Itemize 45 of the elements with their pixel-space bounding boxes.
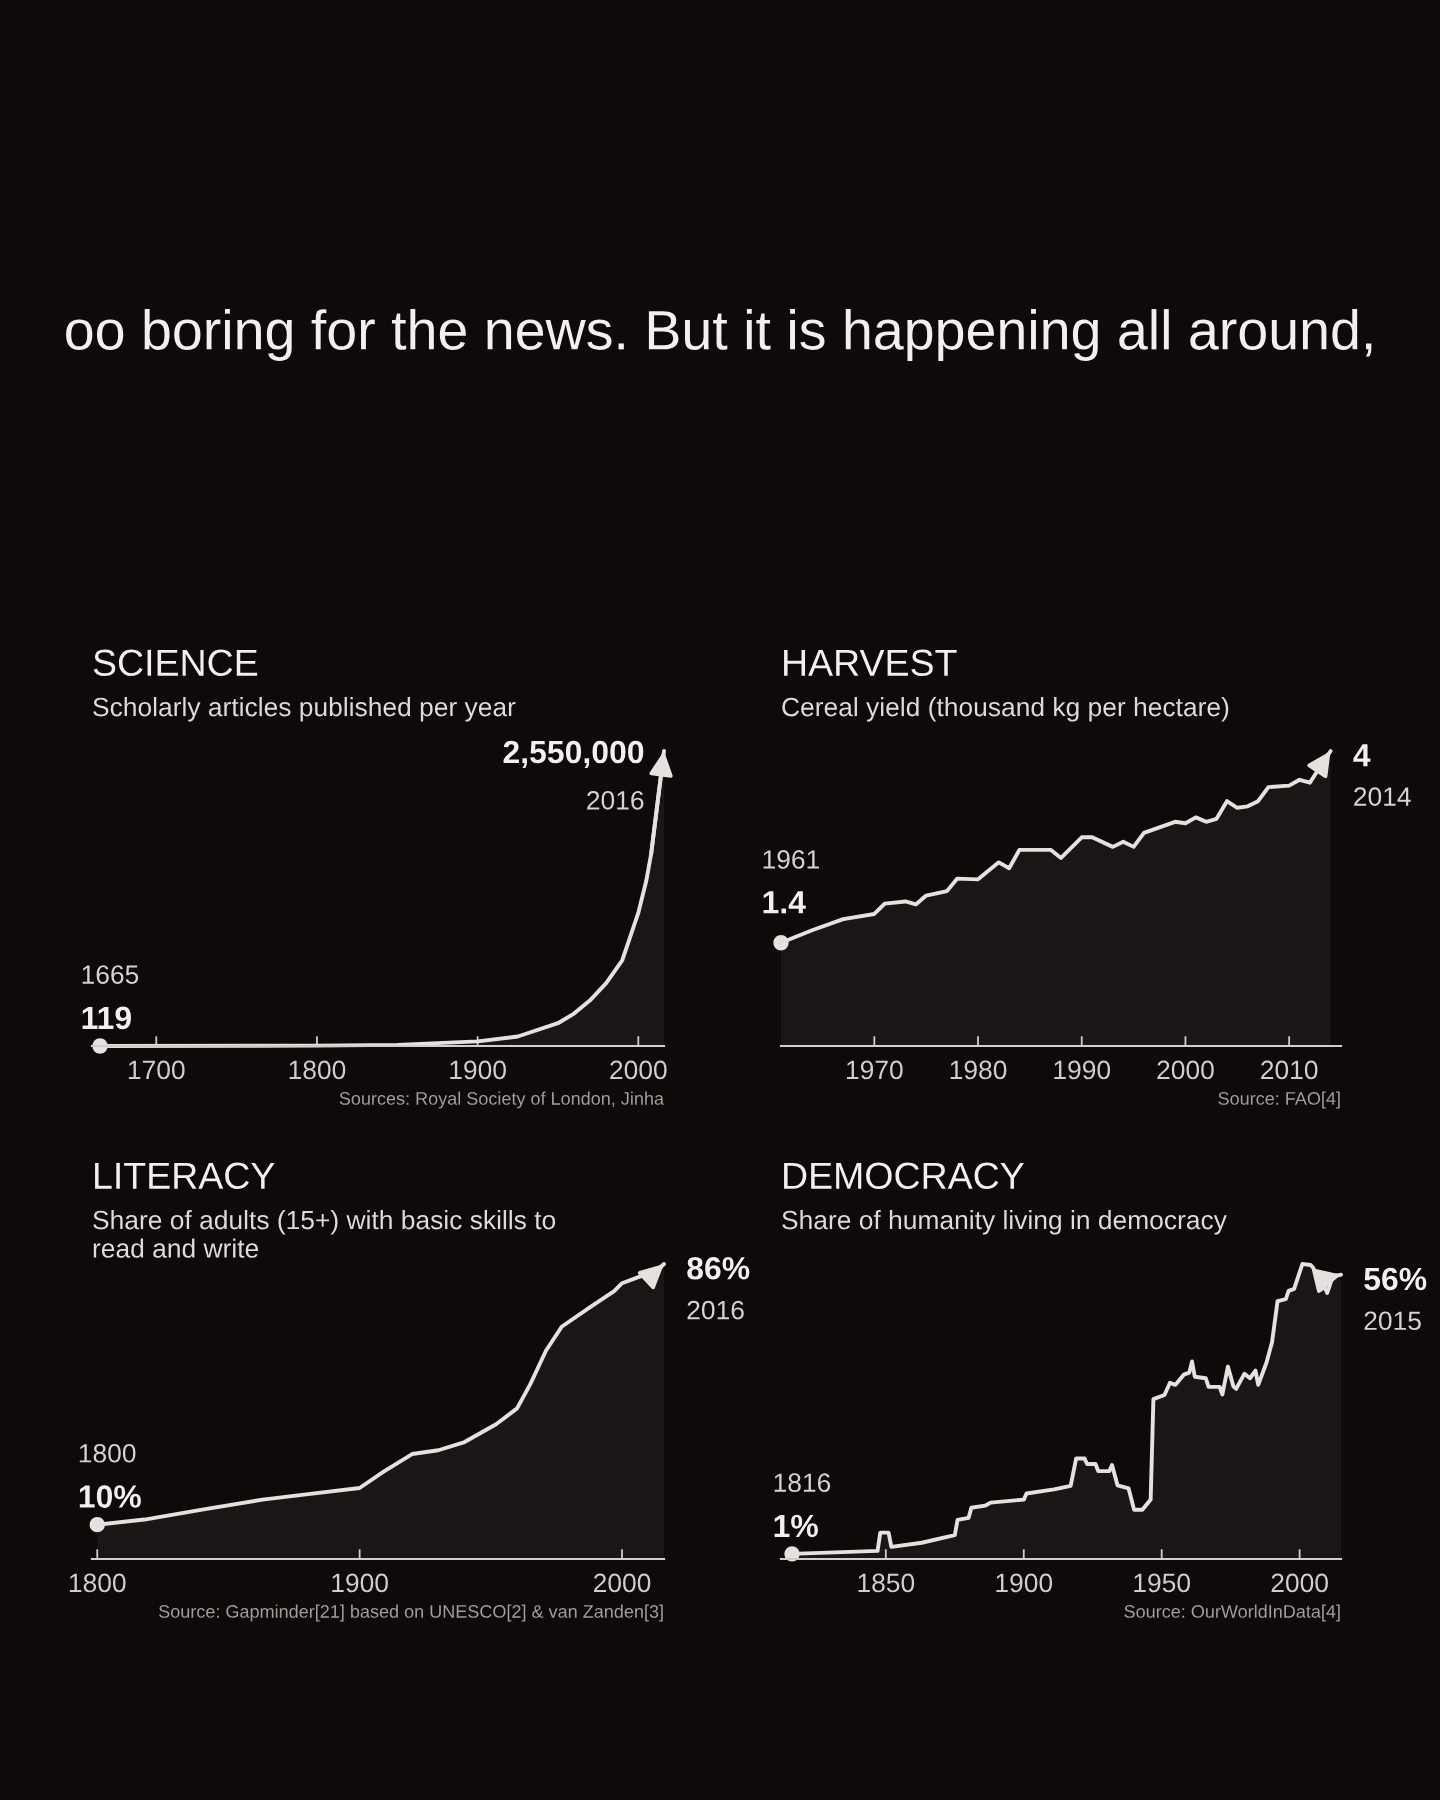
annotation: 2015 [1364,1311,1421,1331]
source-note: Sources: Royal Society of London, Jinha [339,1091,665,1109]
data-label: 119 [82,1006,131,1030]
annotation: 1800 [79,1443,136,1463]
annotation: 2016 [587,790,644,810]
annotation: 2016 [687,1300,744,1320]
data-label: 1% [774,1514,818,1538]
x-tick-label: 1800 [289,1060,346,1080]
x-tick-label: 1900 [996,1573,1053,1593]
data-label: 86% [687,1256,750,1280]
chart-subtitle: Share of humanity living in democracy [782,1210,1227,1235]
chart-subtitle: Cereal yield (thousand kg per hectare) [782,697,1229,722]
annotation: 1961 [763,850,819,869]
x-tick-label: 1850 [858,1573,915,1593]
data-label: 2,550,000 [503,740,644,768]
chart-title: HARVEST [784,649,957,677]
x-tick-label: 1990 [1054,1060,1111,1080]
chart-title: LITERACY [95,1162,275,1190]
x-tick-label: 2000 [610,1060,667,1080]
text: oo boring for the news. But it is happening all around, [66,309,1372,361]
x-tick-label: 1700 [128,1060,185,1080]
source-note: Source: FAO[4] [1218,1091,1340,1109]
x-tick-label: 1900 [450,1060,506,1080]
chart-title: DEMOCRACY [784,1162,1024,1190]
x-tick-label: 1980 [950,1060,1007,1080]
data-label: 1.4 [763,891,806,914]
annotation: 2014 [1354,787,1411,806]
data-label: 56% [1364,1267,1427,1291]
chart-subtitle: Share of adults (15+) with basic skills to read and write [93,1210,556,1258]
x-tick-label: 1950 [1134,1573,1191,1593]
x-tick-label: 2000 [1157,1060,1214,1080]
chart-title: SCIENCE [93,649,258,677]
annotation: 1816 [774,1473,831,1493]
x-tick-label: 1900 [332,1573,388,1593]
data-label: 4 [1353,744,1371,767]
x-tick-label: 1970 [847,1060,903,1080]
x-tick-label: 2000 [594,1573,651,1593]
annotation: 1665 [82,965,139,984]
x-tick-label: 2000 [1271,1573,1328,1593]
source-note: Source: Gapminder[21] based on UNESCO[2] & van Zanden[3] [159,1604,663,1622]
data-label: 10% [79,1485,141,1508]
chart-subtitle: Scholarly articles published per year [93,697,516,722]
x-tick-label: 1800 [69,1573,126,1593]
x-tick-label: 2010 [1261,1060,1318,1080]
source-note: Source: OurWorldInData[4] [1124,1604,1340,1622]
